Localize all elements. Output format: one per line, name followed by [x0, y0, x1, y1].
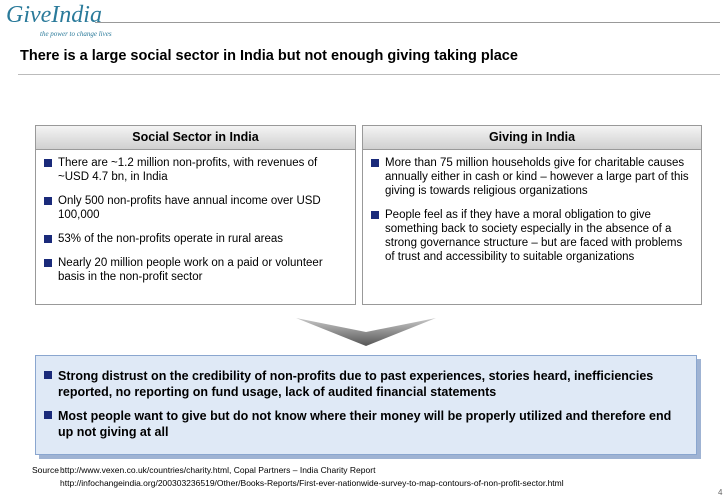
bullet: Strong distrust on the credibility of no…	[44, 368, 688, 400]
bullet: Nearly 20 million people work on a paid …	[44, 256, 347, 284]
bullet: More than 75 million households give for…	[371, 156, 693, 198]
bullet: There are ~1.2 million non-profits, with…	[44, 156, 347, 184]
slide-title: There is a large social sector in India …	[20, 48, 518, 64]
panel: Social Sector in India There are ~1.2 mi…	[35, 125, 356, 305]
rule	[18, 74, 720, 75]
tagline: the power to change lives	[40, 30, 112, 38]
panel-title: Social Sector in India	[36, 126, 355, 150]
conclusion-box: Strong distrust on the credibility of no…	[35, 355, 697, 455]
bullet: 53% of the non-profits operate in rural …	[44, 232, 347, 246]
logo: GiveIndia	[6, 2, 102, 28]
page-number: 4	[718, 488, 723, 497]
panel: Giving in India More than 75 million hou…	[362, 125, 702, 305]
rule	[95, 22, 720, 23]
source: http://www.vexen.co.uk/countries/charity…	[60, 465, 376, 475]
bullet-list: Strong distrust on the credibility of no…	[36, 368, 696, 440]
bullet: Only 500 non-profits have annual income …	[44, 194, 347, 222]
bullet-list: There are ~1.2 million non-profits, with…	[36, 156, 355, 284]
bullet: Most people want to give but do not know…	[44, 408, 688, 440]
source: http://infochangeindia.org/200303236519/…	[60, 478, 564, 488]
bullet: People feel as if they have a moral obli…	[371, 208, 693, 264]
source-label: Source :	[32, 465, 64, 475]
arrow	[296, 318, 436, 346]
bullet-list: More than 75 million households give for…	[363, 156, 701, 264]
panel-title: Giving in India	[363, 126, 701, 150]
